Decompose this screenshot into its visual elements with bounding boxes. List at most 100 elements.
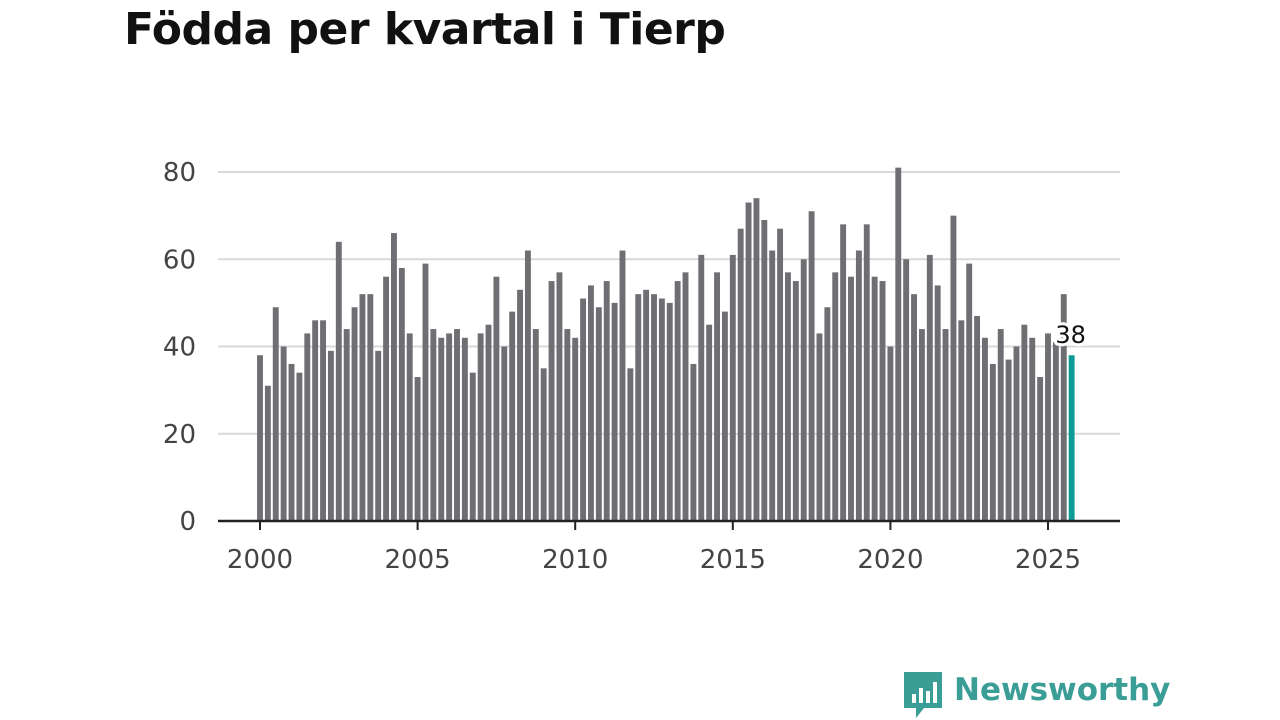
bar	[485, 324, 492, 521]
bar	[934, 285, 941, 521]
bar	[1029, 337, 1036, 521]
bar	[398, 267, 405, 521]
bar	[785, 272, 791, 521]
bar-latest	[1068, 355, 1075, 521]
bar	[548, 281, 555, 521]
bar	[808, 211, 815, 521]
bar	[816, 333, 823, 521]
bar	[982, 337, 988, 521]
bar	[359, 294, 366, 521]
bar	[855, 250, 862, 521]
bar	[769, 250, 776, 521]
bar	[1037, 377, 1044, 521]
bar	[887, 346, 894, 521]
bar	[501, 346, 508, 521]
bar	[272, 307, 279, 521]
bar	[643, 289, 650, 521]
bar	[1060, 294, 1067, 521]
bar	[997, 329, 1004, 521]
bar	[572, 337, 579, 521]
chart-title: Födda per kvartal i Tierp	[124, 4, 726, 55]
bar	[926, 254, 933, 521]
bar	[635, 294, 642, 521]
bar	[690, 363, 697, 521]
bar	[454, 329, 460, 521]
bar	[792, 281, 799, 521]
x-tick-label: 2025	[1015, 545, 1081, 575]
bar	[1045, 333, 1051, 521]
bar	[517, 289, 523, 521]
bar	[1005, 359, 1012, 521]
bar	[674, 281, 681, 521]
bar	[288, 363, 295, 521]
x-tick-label: 2020	[857, 545, 923, 575]
bars	[257, 167, 1075, 522]
bar	[729, 254, 736, 521]
bar	[840, 224, 847, 521]
bar	[391, 233, 397, 521]
bar	[280, 346, 287, 521]
y-tick-label: 80	[163, 158, 196, 188]
bar	[1013, 346, 1020, 521]
bar	[414, 377, 421, 521]
bar	[745, 202, 752, 522]
bar	[682, 272, 689, 521]
bar	[320, 320, 326, 521]
newsworthy-logo-icon	[904, 672, 942, 718]
bar	[761, 219, 768, 522]
bar	[911, 294, 917, 521]
bar	[406, 333, 413, 521]
bar	[698, 254, 705, 521]
y-tick-label: 40	[163, 333, 196, 363]
bar	[556, 272, 563, 521]
bar	[1021, 324, 1028, 521]
bar	[343, 329, 350, 521]
x-tick-label: 2010	[542, 545, 608, 575]
bar	[296, 372, 303, 521]
bar	[658, 298, 665, 521]
bar	[848, 276, 854, 521]
x-tick-label: 2015	[700, 545, 766, 575]
bar	[446, 333, 453, 521]
bar	[627, 368, 634, 521]
bar	[879, 281, 886, 521]
bar	[540, 368, 547, 521]
bar	[863, 224, 870, 521]
bar	[383, 276, 390, 521]
y-tick-label: 20	[163, 420, 196, 450]
bar	[509, 311, 516, 521]
newsworthy-logo: Newsworthy	[902, 670, 1170, 720]
bar	[918, 329, 925, 521]
bar	[714, 272, 720, 521]
bar	[461, 337, 468, 521]
bar	[777, 228, 784, 521]
bar	[564, 329, 571, 521]
bar	[619, 250, 626, 521]
bar	[958, 320, 965, 521]
axes	[218, 519, 1120, 530]
bar	[257, 355, 263, 521]
bar	[264, 385, 271, 521]
bar	[666, 302, 673, 522]
bar	[989, 363, 996, 521]
bar	[304, 333, 311, 521]
latest-value-label: 38	[1055, 321, 1086, 349]
bar	[312, 320, 319, 521]
bar	[753, 198, 760, 521]
bar	[800, 259, 807, 521]
bar	[871, 276, 878, 521]
bar	[903, 259, 910, 521]
x-tick-label: 2005	[385, 545, 451, 575]
bar	[438, 337, 445, 521]
bar	[422, 263, 429, 521]
bar	[351, 307, 358, 521]
y-tick-label: 0	[179, 507, 196, 537]
bar	[832, 272, 839, 521]
bar	[524, 250, 531, 521]
bar	[974, 315, 981, 521]
bar	[895, 167, 902, 521]
bar	[706, 324, 713, 521]
x-tick-label: 2000	[227, 545, 293, 575]
bar	[595, 307, 602, 521]
